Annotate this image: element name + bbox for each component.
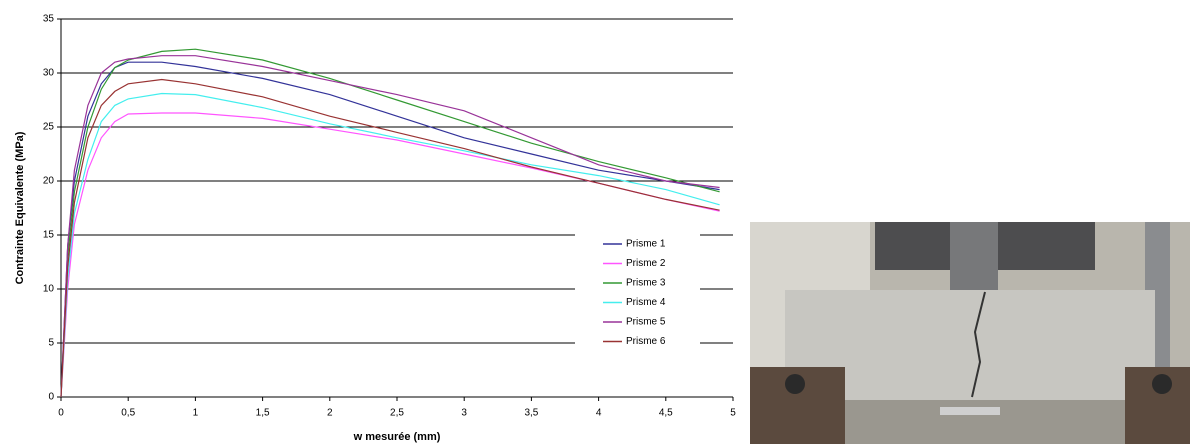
x-tick-label: 1	[193, 408, 199, 419]
x-axis-title: w mesurée (mm)	[353, 431, 441, 443]
y-tick-label: 0	[48, 392, 54, 403]
lower-frame	[845, 400, 1125, 444]
y-tick-label: 30	[43, 68, 55, 79]
x-tick-label: 5	[730, 408, 736, 419]
y-tick-label: 10	[43, 284, 55, 295]
x-tick-label: 0,5	[121, 408, 135, 419]
y-tick-label: 25	[43, 122, 55, 133]
chart: Contrainte Equivalente (MPa) w mesurée (…	[14, 14, 736, 443]
x-tick-label: 2	[327, 408, 333, 419]
x-tick-label: 4	[596, 408, 602, 419]
legend-label: Prisme 5	[626, 317, 666, 328]
photo	[750, 222, 1190, 444]
sensor	[940, 407, 1000, 415]
crack	[971, 291, 986, 398]
legend-label: Prisme 2	[626, 258, 666, 269]
bolt	[1152, 374, 1172, 394]
x-tick-label: 3,5	[524, 408, 538, 419]
legend-box	[575, 232, 700, 357]
series-line	[60, 55, 720, 398]
y-tick-label: 5	[48, 338, 54, 349]
y-tick-label: 20	[43, 176, 55, 187]
piston	[950, 222, 998, 292]
series-line	[60, 78, 720, 398]
y-axis-title: Contrainte Equivalente (MPa)	[14, 131, 26, 284]
x-tick-label: 2,5	[390, 408, 404, 419]
y-tick-label: 15	[43, 230, 55, 241]
legend-label: Prisme 3	[626, 278, 666, 289]
x-tick-label: 0	[58, 408, 64, 419]
bolt	[785, 374, 805, 394]
legend-label: Prisme 4	[626, 297, 666, 308]
series-line	[60, 48, 720, 398]
legend-label: Prisme 1	[626, 239, 666, 250]
concrete-prism	[785, 290, 1155, 400]
series-line	[60, 112, 720, 398]
x-tick-label: 4,5	[659, 408, 673, 419]
x-tick-label: 1,5	[256, 408, 270, 419]
x-tick-label: 3	[461, 408, 467, 419]
series-line	[60, 92, 720, 398]
legend-label: Prisme 6	[626, 336, 666, 347]
series-line	[60, 61, 720, 398]
y-tick-label: 35	[43, 14, 55, 25]
